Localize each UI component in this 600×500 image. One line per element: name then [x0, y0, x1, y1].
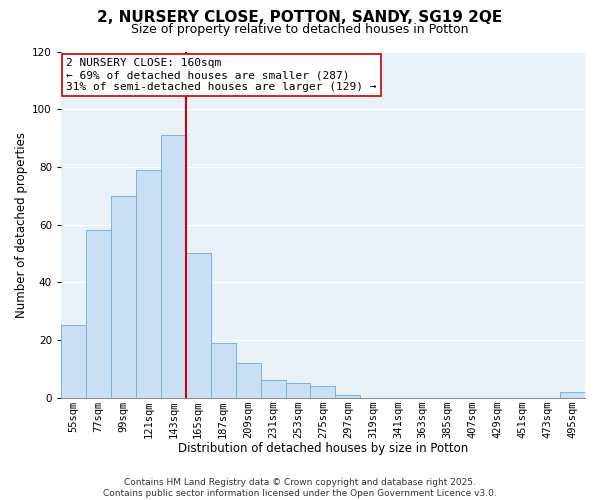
Bar — [211, 343, 236, 398]
Bar — [161, 135, 186, 398]
Bar — [86, 230, 111, 398]
Bar — [335, 394, 361, 398]
Bar — [560, 392, 585, 398]
Bar — [236, 363, 260, 398]
Bar — [186, 254, 211, 398]
Text: Size of property relative to detached houses in Potton: Size of property relative to detached ho… — [131, 22, 469, 36]
Text: 2, NURSERY CLOSE, POTTON, SANDY, SG19 2QE: 2, NURSERY CLOSE, POTTON, SANDY, SG19 2Q… — [97, 10, 503, 25]
Bar — [61, 326, 86, 398]
Text: 2 NURSERY CLOSE: 160sqm
← 69% of detached houses are smaller (287)
31% of semi-d: 2 NURSERY CLOSE: 160sqm ← 69% of detache… — [66, 58, 377, 92]
Bar — [111, 196, 136, 398]
Bar — [286, 383, 310, 398]
Bar — [136, 170, 161, 398]
Bar — [310, 386, 335, 398]
Text: Contains HM Land Registry data © Crown copyright and database right 2025.
Contai: Contains HM Land Registry data © Crown c… — [103, 478, 497, 498]
X-axis label: Distribution of detached houses by size in Potton: Distribution of detached houses by size … — [178, 442, 468, 455]
Y-axis label: Number of detached properties: Number of detached properties — [15, 132, 28, 318]
Bar — [260, 380, 286, 398]
